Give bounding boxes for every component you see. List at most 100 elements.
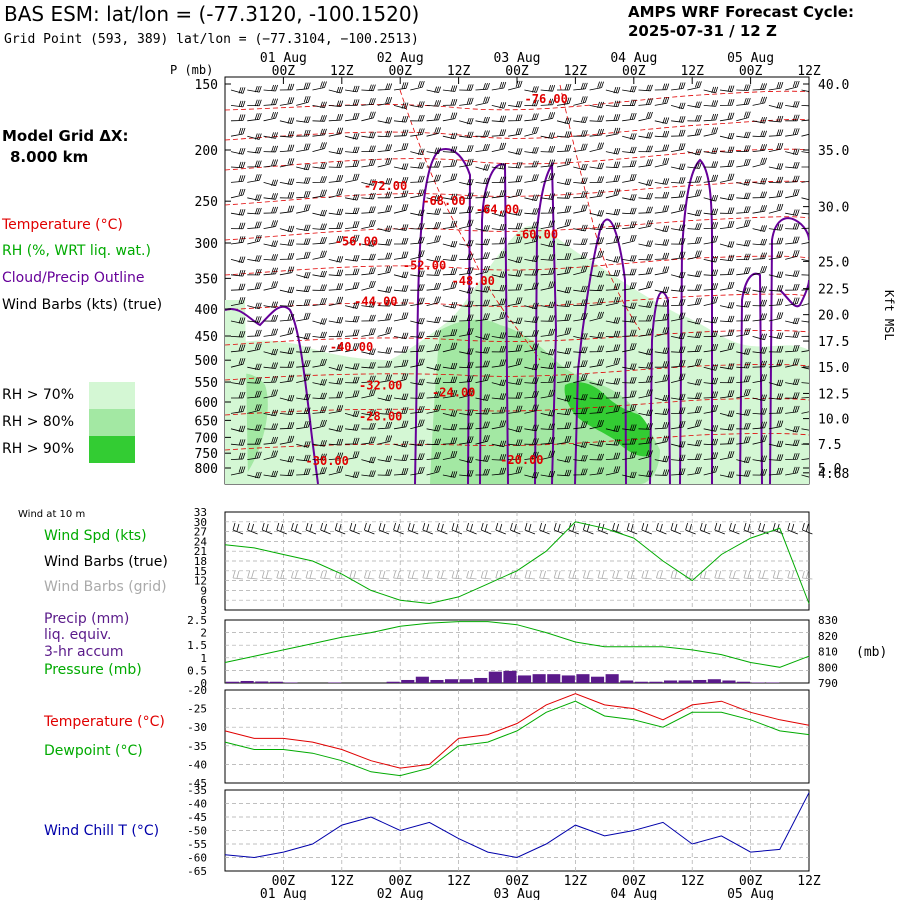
wind-barb [654,435,670,445]
wind-barb [377,205,393,214]
wind-barb-grid [510,570,521,580]
wind-barb [296,407,311,414]
wind-barb-true [466,522,477,535]
wind-barb [654,300,670,307]
wind-barb [345,173,360,183]
precip-bar [576,674,590,683]
wind-barb [442,437,458,445]
wind-barb [508,392,523,399]
wind-barb [785,209,800,216]
wind-barb [328,208,344,216]
temperature-grid [225,690,809,783]
wind-barb [442,173,458,183]
wind-barb [573,116,588,124]
wind-barb [459,131,474,139]
wind-barb [263,328,278,337]
wind-barb [247,86,262,93]
wind-barb [328,344,344,353]
wind-barb-grid [320,570,331,580]
wind-barb [393,373,409,383]
legend-precip-accum: 3-hr accum [44,644,124,660]
legend-wind-barbs-grid: Wind Barbs (grid) [44,579,167,595]
wind-barb [703,147,719,155]
wind-barb [230,358,246,368]
wind-barb [508,189,523,199]
wind-barb [736,97,751,106]
pressure-tick-label: 790 [818,677,838,690]
wind-barb [263,84,278,92]
wind-speed-line [224,521,810,605]
wind-barb [426,147,441,154]
wind-barb [345,302,360,309]
wind-barb [540,315,556,322]
wind-chill-line [224,792,810,859]
wind-barb [247,221,262,229]
top-time-label: 12Z [564,64,588,79]
precip-bar [751,682,765,683]
wind-barb [801,443,809,445]
wind-barb [671,298,686,306]
wind-barb [654,313,670,322]
wind-barb [524,160,539,168]
wind-barb [312,189,327,199]
wind-barb [263,348,278,356]
wind-barb [638,240,653,247]
wind-barb [622,424,637,431]
wind-barb [475,204,490,214]
wind-barb [296,96,311,106]
wind-barb [344,410,360,418]
wind-barb [263,220,278,229]
wind-barb [638,98,653,106]
wind-barb-true [553,522,565,535]
wind-barb [524,451,539,460]
panel-tick-label: -55 [187,838,207,851]
wind-barb [540,328,556,337]
wind-barb [247,194,262,201]
temperature-contour-label: -20.00 [500,453,543,467]
wind-barb [687,284,702,291]
wind-barb [768,379,784,387]
wind-barb [556,239,572,247]
wind-barb [605,439,621,446]
wind-barb [540,281,556,291]
precip-bar [722,680,736,683]
wind-barb [768,203,784,214]
wind-barb [785,392,800,399]
wind-barb [768,420,784,430]
wind-barb [785,283,800,291]
wind-barb [703,425,719,432]
wind-barb [573,407,588,415]
precip-bar [328,682,342,683]
wind-barb [393,359,409,368]
wind-barb [328,296,344,306]
wind-barb [589,359,604,368]
wind-barb [426,282,441,291]
wind-barb [703,377,719,385]
wind-barb [279,178,295,185]
wind-barb-grid [597,570,609,580]
wind-barb [671,332,686,340]
wind-barb [475,130,490,137]
rh90-swatch [89,436,135,463]
wind-barb [768,129,784,137]
bottom-time-label: 00Z [272,874,296,889]
wind-barb [393,116,409,123]
wind-barb [801,133,809,137]
wind-barb [247,377,262,384]
wind-barb [719,99,735,106]
wind-barb [459,206,474,214]
wind-barb [410,250,425,260]
wind-barb [671,441,686,448]
wind-barb [524,147,539,154]
wind-barb-true [320,522,331,535]
wind-barb [622,302,637,309]
wind-chill-grid [225,790,809,871]
wind-barb [442,471,458,478]
wind-barb [296,190,311,199]
wind-barb [589,189,604,199]
wind-barb [312,284,327,291]
wind-barb [703,195,719,202]
wind-barb [556,97,572,106]
wind-barb [279,158,295,168]
wind-barb [328,377,344,385]
